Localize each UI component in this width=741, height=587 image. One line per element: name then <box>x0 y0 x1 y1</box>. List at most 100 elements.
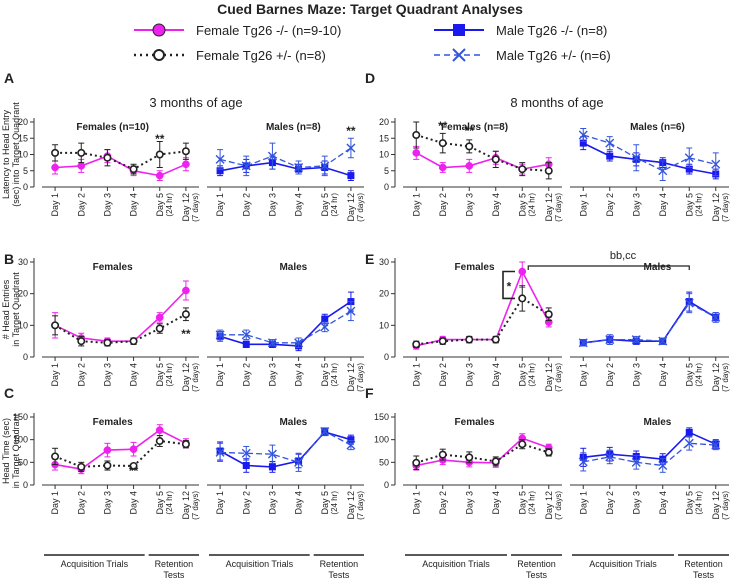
x-tick-label: Day 1 <box>578 193 588 217</box>
panel-letter: E <box>365 251 374 267</box>
retention-label: Retention <box>684 559 723 569</box>
data-point <box>215 330 225 340</box>
x-tick-label: Day 4 <box>294 491 304 515</box>
significance-annotation: ** <box>129 464 139 478</box>
x-tick-label: Day 1 <box>411 363 421 387</box>
data-point <box>685 428 693 436</box>
data-point <box>181 440 190 449</box>
data-point <box>155 437 164 446</box>
y-tick-label: 5 <box>384 166 389 176</box>
x-tick-note: (7 days) <box>191 363 200 392</box>
data-point <box>347 436 355 444</box>
x-tick-label: Day 12 <box>181 491 191 520</box>
data-point <box>684 153 694 163</box>
x-tick-label: Day 3 <box>631 363 641 387</box>
y-tick-label: 15 <box>18 133 28 143</box>
group-title: Females <box>93 417 133 428</box>
series-line <box>582 142 716 175</box>
data-point <box>51 163 59 172</box>
series-line <box>583 134 716 172</box>
data-point <box>711 159 721 169</box>
data-point <box>155 171 164 180</box>
retention-label: Tests <box>693 570 715 580</box>
series-line <box>219 431 352 468</box>
data-point <box>129 445 138 454</box>
series-female_het <box>51 141 190 175</box>
x-tick-label: Day 3 <box>631 491 641 515</box>
panel-letter: C <box>4 385 14 401</box>
x-tick-note: (24 hr) <box>165 491 174 515</box>
data-point <box>605 138 615 148</box>
y-tick-label: 0 <box>384 182 389 192</box>
data-point <box>241 448 251 458</box>
data-point <box>215 447 225 457</box>
data-point <box>77 148 86 157</box>
group-title: Males <box>644 417 672 428</box>
data-point <box>242 340 250 348</box>
series-line <box>416 269 550 347</box>
y-tick-label: 15 <box>379 133 389 143</box>
retention-label: Retention <box>155 559 194 569</box>
x-tick-label: Day 2 <box>605 193 615 217</box>
series-male_ko <box>579 291 720 347</box>
x-tick-label: Day 3 <box>464 193 474 217</box>
x-tick-note: (24 hr) <box>165 193 174 217</box>
series-line <box>583 302 717 344</box>
group-title: Females (n=8) <box>441 122 508 133</box>
series-female_ko <box>51 280 190 346</box>
series-line <box>415 152 549 170</box>
series-female_ko <box>412 433 553 471</box>
x-tick-label: Day 2 <box>76 491 86 515</box>
x-tick-label: Day 4 <box>658 491 668 515</box>
series-line <box>54 289 187 343</box>
data-point <box>241 330 251 340</box>
series-female_het <box>412 439 553 471</box>
x-tick-note: (24 hr) <box>330 363 339 387</box>
x-tick-label: Day 1 <box>578 363 588 387</box>
x-tick-label: Day 3 <box>102 193 112 217</box>
data-point <box>242 462 250 470</box>
legend-male-het-label: Male Tg26 +/- (n=6) <box>496 48 611 63</box>
x-tick-label: Day 2 <box>76 193 86 217</box>
legend-male-ko-marker <box>453 24 465 36</box>
x-tick-note: (7 days) <box>356 193 365 222</box>
series-female_het <box>412 121 553 180</box>
x-tick-label: Day 4 <box>491 363 501 387</box>
retention-label: Tests <box>328 570 350 580</box>
x-tick-label: Day 5 <box>320 363 330 387</box>
x-tick-label: Day 3 <box>267 193 277 217</box>
x-tick-note: (24 hr) <box>165 363 174 387</box>
legend-female-ko-label: Female Tg26 -/- (n=9-10) <box>196 23 341 38</box>
x-tick-label: Day 2 <box>241 363 251 387</box>
x-tick-label: Day 5 <box>517 193 527 217</box>
x-tick-note: (7 days) <box>721 491 730 520</box>
series-line <box>583 442 716 467</box>
y-tick-label: 10 <box>379 320 389 330</box>
data-point <box>294 338 304 348</box>
x-tick-label: Day 5 <box>517 491 527 515</box>
y-tick-label: 10 <box>379 150 389 160</box>
x-tick-label: Day 4 <box>658 363 668 387</box>
x-tick-label: Day 5 <box>684 193 694 217</box>
data-point <box>294 457 304 467</box>
x-tick-label: Day 3 <box>631 193 641 217</box>
x-tick-label: Day 1 <box>50 363 60 387</box>
x-tick-label: Day 5 <box>684 491 694 515</box>
data-point <box>51 321 60 330</box>
data-point <box>294 163 304 172</box>
legend-female-het: Female Tg26 +/- (n=8) <box>134 48 326 63</box>
y-tick-label: 5 <box>23 166 28 176</box>
group-title: Females <box>93 262 133 273</box>
data-point <box>320 322 330 332</box>
data-point <box>267 151 277 161</box>
legend-male-het: Male Tg26 +/- (n=6) <box>434 48 611 63</box>
data-point <box>438 337 447 346</box>
data-point <box>606 152 614 160</box>
data-point <box>465 162 474 170</box>
data-point <box>103 446 112 454</box>
data-point <box>268 463 276 471</box>
group-title: Males <box>279 417 307 428</box>
x-tick-label: Day 3 <box>102 363 112 387</box>
